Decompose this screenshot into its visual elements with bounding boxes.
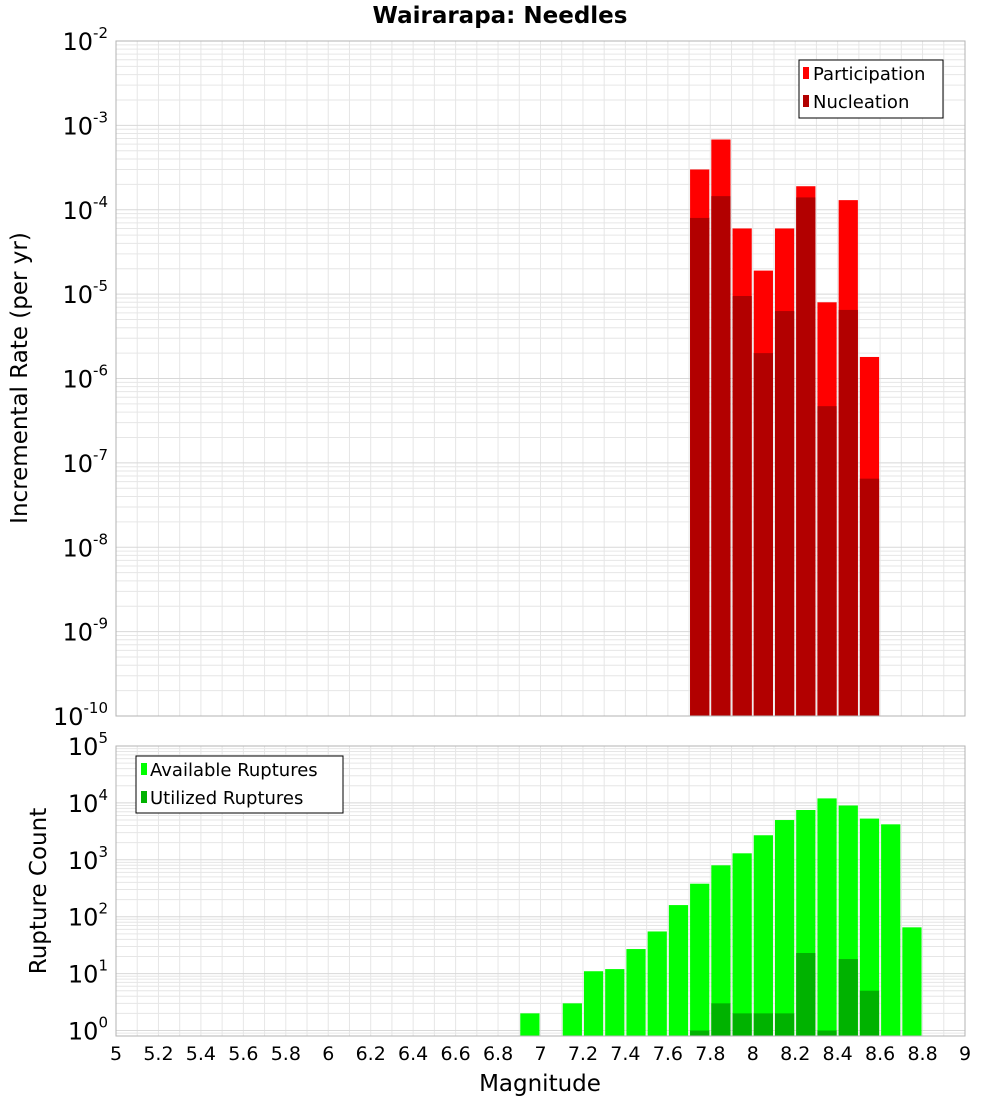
top-panel: 10-10 10-9 10-8 10-7 10-6 10-5 10-4 10-3 10-2 In… <box>7 24 966 731</box>
nucleation-bar <box>838 309 858 716</box>
legend-swatch-available <box>141 763 147 775</box>
x-tick-label: 8.4 <box>823 1043 853 1065</box>
nucleation-bar <box>711 196 731 716</box>
nucleation-bar <box>690 217 710 716</box>
available-ruptures-bar <box>626 949 646 1036</box>
utilized-ruptures-bar <box>774 1013 795 1036</box>
top-y-tick-label: 10-10 <box>53 699 108 731</box>
x-tick-label: 8.6 <box>865 1043 895 1065</box>
x-tick-label: 5 <box>110 1043 122 1065</box>
x-tick-label: 8 <box>747 1043 759 1065</box>
top-legend-box <box>798 59 944 119</box>
nucleation-bar <box>753 353 773 716</box>
top-legend: Participation Nucleation <box>798 59 944 119</box>
available-ruptures-bar <box>647 931 667 1036</box>
legend-swatch-nucleation <box>803 95 809 107</box>
bottom-y-tick-label: 101 <box>68 957 108 989</box>
bottom-y-tick-labels: 100 101 102 103 104 105 <box>68 729 108 1045</box>
utilized-ruptures-bar <box>732 1013 752 1036</box>
available-ruptures-bar <box>562 1003 582 1036</box>
x-tick-label: 5.6 <box>228 1043 258 1065</box>
x-tick-label: 6.6 <box>440 1043 470 1065</box>
available-ruptures-bar <box>859 818 880 1036</box>
nucleation-bar <box>859 478 880 716</box>
x-tick-label: 6.8 <box>483 1043 513 1065</box>
top-y-axis-label: Incremental Rate (per yr) <box>7 232 33 524</box>
top-y-tick-label: 10-4 <box>62 193 108 225</box>
available-ruptures-bar <box>583 971 604 1036</box>
bottom-panel: 100 101 102 103 104 105 5 5.2 5.4 5.6 5.8 6 6.2 6.4 6… <box>26 729 971 1097</box>
available-ruptures-bar <box>605 969 625 1036</box>
utilized-ruptures-bar <box>817 1030 837 1036</box>
available-ruptures-bar <box>668 905 689 1036</box>
available-ruptures-bar <box>753 835 773 1036</box>
x-tick-label: 6 <box>322 1043 334 1065</box>
x-tick-label: 6.2 <box>356 1043 386 1065</box>
legend-label-nucleation: Nucleation <box>813 92 909 113</box>
top-bars <box>690 139 880 717</box>
available-ruptures-bar <box>817 798 837 1036</box>
utilized-ruptures-bar <box>753 1013 773 1036</box>
bottom-y-tick-label: 104 <box>68 786 108 818</box>
bottom-plot-frame <box>115 745 966 1037</box>
available-ruptures-bar <box>732 853 752 1036</box>
legend-swatch-participation <box>803 67 809 79</box>
legend-swatch-utilized <box>141 791 147 803</box>
bottom-y-tick-label: 100 <box>68 1013 108 1045</box>
utilized-ruptures-bar <box>796 953 816 1036</box>
top-plot-frame <box>115 40 966 717</box>
top-y-tick-label: 10-3 <box>62 108 108 140</box>
legend-label-participation: Participation <box>813 64 925 85</box>
available-ruptures-bar <box>711 865 731 1036</box>
available-ruptures-bar <box>881 824 901 1036</box>
top-y-tick-label: 10-9 <box>62 615 108 647</box>
nucleation-bar <box>796 197 816 717</box>
top-y-tick-label: 10-2 <box>62 24 108 56</box>
top-y-tick-label: 10-5 <box>62 277 108 309</box>
legend-label-available: Available Ruptures <box>150 760 318 781</box>
bottom-legend-box <box>135 755 344 814</box>
x-tick-label: 6.4 <box>398 1043 428 1065</box>
nucleation-bar <box>732 296 752 716</box>
bottom-bars <box>520 798 922 1036</box>
x-tick-label: 5.8 <box>271 1043 301 1065</box>
x-tick-label: 7.8 <box>695 1043 725 1065</box>
available-ruptures-bar <box>902 927 922 1036</box>
chart-title: Wairarapa: Needles <box>373 3 628 29</box>
available-ruptures-bar <box>690 883 710 1036</box>
x-axis-label: Magnitude <box>479 1071 601 1097</box>
legend-label-utilized: Utilized Ruptures <box>150 788 303 809</box>
top-y-tick-labels: 10-10 10-9 10-8 10-7 10-6 10-5 10-4 10-3 10-2 <box>53 24 108 731</box>
available-ruptures-bar <box>774 820 795 1036</box>
utilized-ruptures-bar <box>711 1003 731 1036</box>
x-tick-label: 7.6 <box>653 1043 683 1065</box>
nucleation-bar <box>817 406 837 716</box>
utilized-ruptures-bar <box>838 959 858 1036</box>
bottom-y-tick-label: 105 <box>68 729 108 761</box>
top-gridlines <box>115 41 966 717</box>
utilized-ruptures-bar <box>690 1030 710 1036</box>
x-tick-label: 5.2 <box>143 1043 173 1065</box>
top-y-tick-label: 10-8 <box>62 530 108 562</box>
top-y-tick-label: 10-6 <box>62 362 108 394</box>
utilized-ruptures-bar <box>859 990 880 1036</box>
x-tick-label: 9 <box>959 1043 971 1065</box>
x-tick-label: 5.4 <box>186 1043 216 1065</box>
x-tick-label: 8.8 <box>907 1043 937 1065</box>
bottom-y-tick-label: 103 <box>68 843 108 875</box>
x-tick-label: 7 <box>534 1043 546 1065</box>
x-tick-labels: 5 5.2 5.4 5.6 5.8 6 6.2 6.4 6.6 6.8 7 7.2 7.4 7.6 7.8 8… <box>110 1043 971 1065</box>
nucleation-bar <box>774 311 795 716</box>
bottom-y-axis-label: Rupture Count <box>26 808 52 974</box>
available-ruptures-bar <box>520 1013 540 1036</box>
x-tick-label: 7.4 <box>610 1043 640 1065</box>
x-tick-label: 8.2 <box>780 1043 810 1065</box>
x-tick-label: 7.2 <box>568 1043 598 1065</box>
bottom-y-tick-label: 102 <box>68 900 108 932</box>
bottom-legend: Available Ruptures Utilized Ruptures <box>135 755 344 814</box>
top-y-tick-label: 10-7 <box>62 446 108 478</box>
